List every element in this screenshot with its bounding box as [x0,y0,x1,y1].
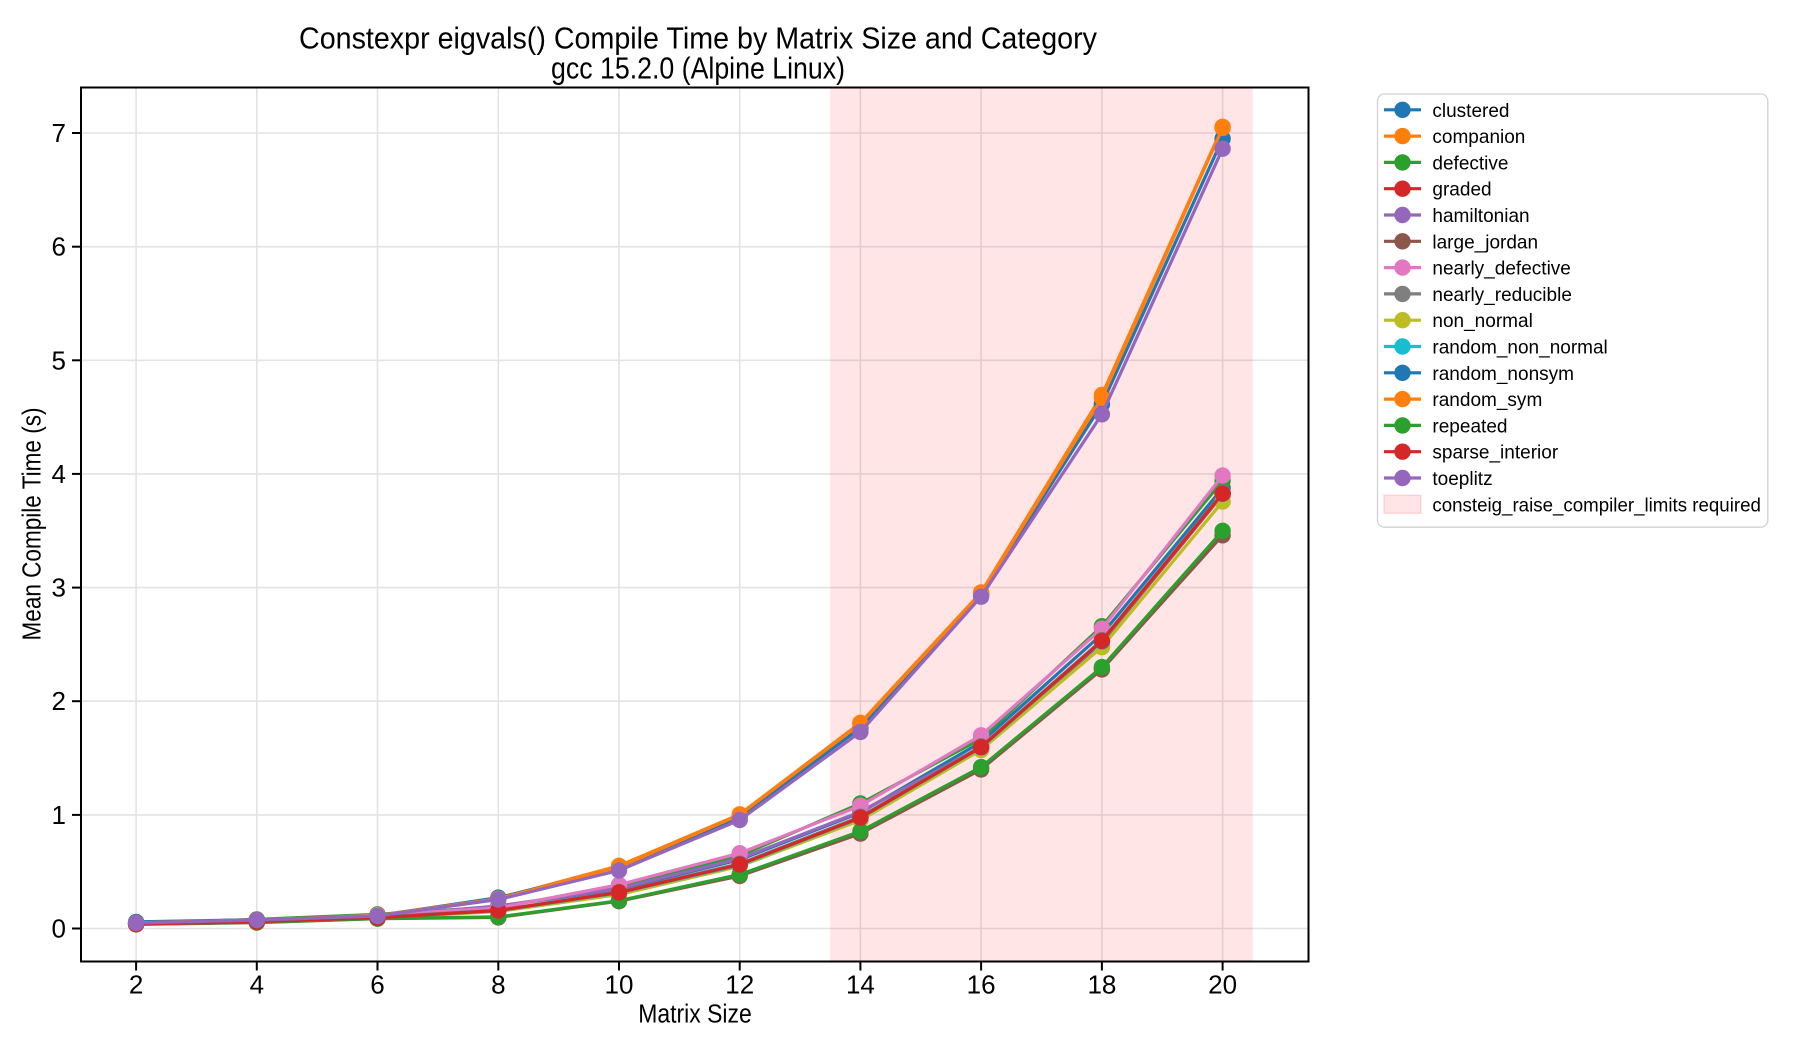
svg-text:consteig_raise_compiler_limits: consteig_raise_compiler_limits required [1432,494,1761,516]
svg-text:repeated: repeated [1432,415,1507,437]
svg-text:large_jordan: large_jordan [1432,231,1538,253]
svg-text:1: 1 [52,800,66,830]
svg-text:12: 12 [725,970,754,1000]
svg-text:18: 18 [1087,970,1116,1000]
svg-text:companion: companion [1432,126,1525,148]
svg-text:defective: defective [1432,152,1508,174]
svg-text:2: 2 [129,970,143,1000]
svg-text:3: 3 [52,573,66,603]
svg-text:6: 6 [52,232,66,262]
svg-text:8: 8 [491,970,505,1000]
svg-text:non_normal: non_normal [1432,310,1532,332]
svg-text:Constexpr eigvals() Compile Ti: Constexpr eigvals() Compile Time by Matr… [299,21,1097,56]
svg-text:random_nonsym: random_nonsym [1432,363,1574,385]
svg-text:Mean Compile Time (s): Mean Compile Time (s) [19,408,47,641]
svg-text:Matrix Size: Matrix Size [638,1000,751,1028]
svg-text:5: 5 [52,345,66,375]
svg-text:sparse_interior: sparse_interior [1432,442,1558,464]
svg-text:nearly_defective: nearly_defective [1432,258,1571,280]
svg-text:6: 6 [370,970,384,1000]
svg-text:20: 20 [1208,970,1237,1000]
svg-text:toeplitz: toeplitz [1432,468,1492,490]
svg-text:10: 10 [605,970,634,1000]
svg-text:hamiltonian: hamiltonian [1432,205,1529,227]
svg-text:7: 7 [52,118,66,148]
svg-text:4: 4 [52,459,66,489]
svg-text:14: 14 [846,970,875,1000]
svg-text:nearly_reducible: nearly_reducible [1432,284,1572,306]
svg-text:random_sym: random_sym [1432,389,1542,411]
svg-text:graded: graded [1432,179,1491,201]
svg-text:16: 16 [967,970,996,1000]
svg-text:clustered: clustered [1432,100,1509,122]
svg-text:random_non_normal: random_non_normal [1432,337,1607,359]
svg-text:0: 0 [52,914,66,944]
svg-text:2: 2 [52,686,66,716]
svg-text:gcc 15.2.0 (Alpine Linux): gcc 15.2.0 (Alpine Linux) [551,51,845,86]
svg-text:4: 4 [250,970,264,1000]
